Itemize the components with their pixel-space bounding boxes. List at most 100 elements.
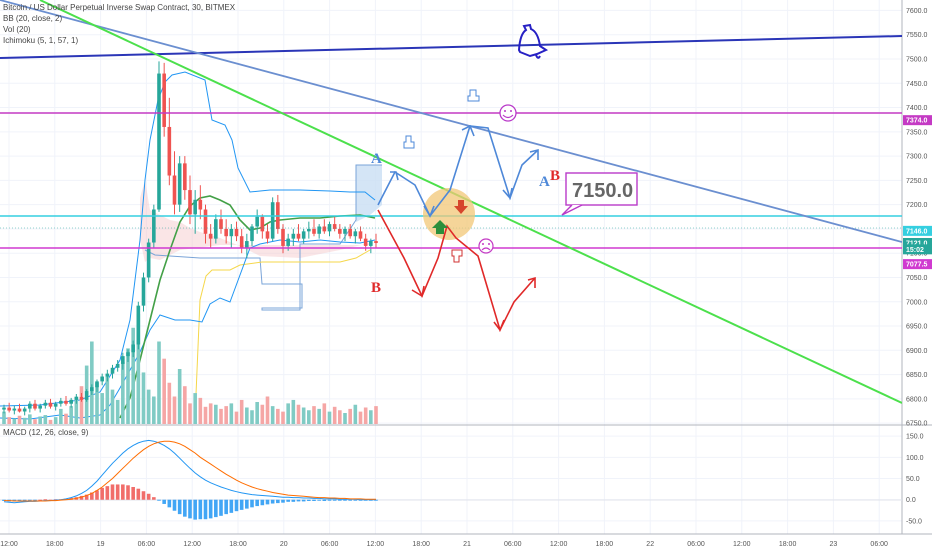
volume-bar	[265, 396, 270, 424]
price-tick: 6850.0	[906, 372, 928, 379]
up-arrow-icon	[432, 220, 448, 234]
macd-hist-bar	[276, 499, 280, 504]
macd-hist-bar	[152, 497, 156, 500]
volume-bar	[219, 408, 223, 424]
price-tick: 7550.0	[906, 32, 928, 39]
candle-body	[7, 407, 11, 411]
macd-hist-bar	[33, 499, 37, 501]
price-label: 15:02	[906, 247, 924, 254]
price-labels: 7374.0 7146.0 7121.015:02 7077.5	[903, 115, 932, 270]
time-tick: 18:00	[412, 541, 430, 548]
volume-bar	[43, 415, 48, 424]
macd-hist-bar	[270, 499, 275, 504]
volume-bar	[374, 406, 378, 424]
volume-bar	[90, 341, 94, 424]
time-tick: 23	[830, 541, 838, 548]
volume-bar	[224, 406, 228, 424]
path-b[interactable]	[377, 209, 536, 333]
price-callout[interactable]: 7150.0	[561, 172, 638, 216]
price-tick: 7250.0	[906, 178, 928, 185]
price-label-bg	[903, 244, 932, 255]
bb-lower	[0, 239, 376, 420]
time-tick: 06:00	[687, 541, 705, 548]
macd-hist-bar	[131, 486, 135, 500]
macd-hist-bar	[110, 484, 115, 500]
macd-hist-bar	[343, 499, 347, 501]
volume-bar	[276, 408, 280, 424]
down-arrow-icon	[454, 200, 468, 214]
volume-bar	[296, 404, 301, 424]
macd-axis[interactable]: 150.0 100.0 50.0 0.0 -50.0	[906, 434, 924, 526]
price-axis[interactable]: 7600.0 7550.0 7500.0 7450.0 7400.0 7350.0 7300…	[906, 8, 928, 428]
price-tick: 7000.0	[906, 299, 928, 306]
candle-body	[322, 226, 327, 232]
macd-tick: 100.0	[906, 455, 924, 462]
volume-bar	[146, 389, 151, 424]
vol-legend[interactable]: Vol (20)	[3, 25, 31, 34]
volume-bar	[343, 413, 347, 424]
price-tick: 7450.0	[906, 81, 928, 88]
volume-bar	[281, 411, 285, 424]
macd-hist-bar	[353, 499, 358, 501]
volume-bar	[183, 386, 187, 424]
volume-bar	[69, 406, 73, 424]
candle-body	[95, 381, 99, 388]
time-axis[interactable]: 12:00 18:00 19 06:00 12:00 18:00 20 06:00 12:00 1…	[0, 541, 888, 548]
macd-hist-bar	[167, 499, 172, 508]
macd-hist-bar	[115, 484, 120, 500]
candle-body	[208, 233, 213, 239]
trendline-descending[interactable]	[0, 0, 902, 243]
trendline-top[interactable]	[0, 35, 902, 59]
macd-hist-bar	[126, 485, 130, 500]
volume-bar	[312, 406, 316, 424]
bb-legend[interactable]: BB (20, close, 2)	[3, 14, 63, 23]
volume-bar	[79, 386, 84, 424]
symbol-legend[interactable]: Bitcoin / US Dollar Perpetual Inverse Sw…	[3, 3, 236, 12]
candle-body	[183, 163, 187, 191]
price-label-bg	[903, 115, 932, 126]
candle-body	[245, 241, 249, 249]
price-tick: 7350.0	[906, 129, 928, 136]
macd-hist-bar	[332, 499, 337, 501]
time-tick: 12:00	[0, 541, 18, 548]
candle-body	[28, 403, 32, 409]
macd-hist-bar	[229, 499, 234, 513]
volume-bar	[53, 417, 58, 424]
macd-hist-bar	[307, 499, 311, 501]
time-tick: 20	[280, 541, 288, 548]
candle-body	[312, 228, 316, 234]
volume-bar	[245, 407, 249, 424]
volume-bar	[229, 403, 234, 424]
macd-hist-bar	[239, 499, 244, 510]
plot-area[interactable]	[0, 0, 902, 534]
candle-body	[343, 228, 347, 234]
candle-body	[260, 216, 265, 232]
volume-bar	[7, 417, 11, 424]
bell-icon	[517, 23, 549, 59]
macd-hist-bar	[245, 499, 249, 509]
macd-hist-bar	[327, 499, 332, 501]
candle-body	[358, 231, 363, 239]
volume-bar	[358, 411, 363, 424]
time-tick: 12:00	[367, 541, 385, 548]
volume-bar	[332, 406, 337, 424]
candle-body	[126, 352, 130, 357]
ichimoku-legend[interactable]: Ichimoku (5, 1, 57, 1)	[3, 36, 79, 45]
volume-bars	[2, 314, 378, 424]
time-tick: 06:00	[870, 541, 888, 548]
candle-body	[90, 387, 94, 392]
pointer-hand-down-icon	[451, 249, 463, 263]
bb-basis	[119, 195, 376, 419]
macd-hist-bar	[322, 499, 327, 501]
macd-hist-bar	[146, 493, 151, 500]
candle-body	[38, 405, 42, 409]
path-a[interactable]	[377, 125, 539, 218]
time-tick: 18:00	[779, 541, 797, 548]
macd-hist-bar	[358, 499, 363, 501]
candle-body	[121, 356, 125, 364]
macd-legend[interactable]: MACD (12, 26, close, 9)	[3, 428, 89, 437]
time-tick: 18:00	[229, 541, 247, 548]
macd-hist-bar	[38, 499, 42, 501]
candle-body	[291, 233, 296, 239]
candle-body	[33, 403, 37, 409]
